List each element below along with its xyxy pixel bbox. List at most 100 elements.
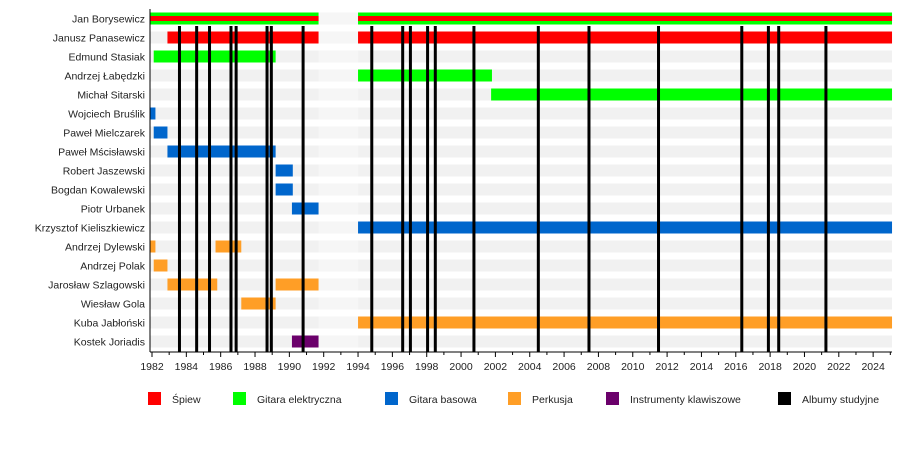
legend-label-perkusja: Perkusja bbox=[532, 394, 573, 406]
legend-label-spiew: Śpiew bbox=[172, 393, 201, 406]
member-label: Wojciech Bruślik bbox=[68, 108, 146, 120]
row-band bbox=[150, 183, 893, 196]
row-band bbox=[150, 278, 893, 291]
album-line bbox=[301, 26, 305, 352]
bar-instrumenty_klawiszowe bbox=[291, 335, 319, 348]
x-tick-label: 1984 bbox=[175, 361, 199, 373]
bar-gitara_basowa bbox=[150, 107, 156, 120]
album-line bbox=[269, 26, 273, 352]
x-tick-label: 1986 bbox=[209, 361, 233, 373]
member-bars bbox=[150, 12, 893, 348]
x-tick-label: 1996 bbox=[381, 361, 405, 373]
bar-perkusja bbox=[275, 278, 319, 291]
x-axis: 1982 1984 1986 1988 1990 1992 1994 1996 1998 2000… bbox=[140, 9, 893, 373]
legend-swatch-instrumenty_klawiszowe bbox=[606, 392, 619, 405]
member-labels: Jan Borysewicz Janusz Panasewicz Edmund St… bbox=[35, 13, 146, 348]
member-label: Janusz Panasewicz bbox=[53, 32, 145, 44]
row-band bbox=[150, 202, 893, 215]
album-line bbox=[426, 26, 430, 352]
row-band-gap bbox=[318, 145, 359, 158]
x-tick-label: 2022 bbox=[827, 361, 851, 373]
album-line bbox=[766, 26, 770, 352]
bar-gitara_basowa bbox=[167, 145, 276, 158]
album-line bbox=[536, 26, 540, 352]
row-bands bbox=[150, 12, 893, 348]
row-band-gap bbox=[318, 183, 359, 196]
album-line bbox=[824, 26, 828, 352]
row-band bbox=[150, 69, 893, 82]
row-band-gap bbox=[318, 202, 359, 215]
legend: Śpiew Gitara elektryczna Gitara basowa Perk… bbox=[148, 392, 879, 406]
legend-swatch-albumy_studyjne bbox=[778, 392, 791, 405]
member-label: Krzysztof Kieliszkiewicz bbox=[35, 222, 145, 234]
bar-gitara_elektryczna bbox=[153, 50, 276, 63]
album-lines bbox=[177, 26, 828, 352]
album-line bbox=[740, 26, 744, 352]
album-line bbox=[265, 26, 269, 352]
bar-perkusja bbox=[153, 259, 168, 272]
x-tick-label: 2024 bbox=[861, 361, 885, 373]
row-band bbox=[150, 107, 893, 120]
member-label: Paweł Mielczarek bbox=[63, 127, 145, 139]
bar-gitara_basowa bbox=[291, 202, 319, 215]
member-label: Bogdan Kowalewski bbox=[51, 184, 145, 196]
x-tick-label: 2016 bbox=[724, 361, 748, 373]
legend-swatch-perkusja bbox=[508, 392, 521, 405]
album-line bbox=[401, 26, 405, 352]
legend-swatch-gitara_basowa bbox=[385, 392, 398, 405]
x-tick-label: 1988 bbox=[243, 361, 267, 373]
album-line bbox=[657, 26, 661, 352]
x-tick-label: 2008 bbox=[587, 361, 611, 373]
row-band bbox=[150, 126, 893, 139]
x-tick-label: 2020 bbox=[793, 361, 817, 373]
bar-spiew bbox=[358, 31, 893, 44]
legend-swatch-gitara_elektryczna bbox=[233, 392, 246, 405]
row-band-gap bbox=[318, 69, 359, 82]
row-band-gap bbox=[318, 126, 359, 139]
x-tick-label: 1998 bbox=[415, 361, 439, 373]
row-band-gap bbox=[318, 259, 359, 272]
row-band-gap bbox=[318, 297, 359, 310]
album-line bbox=[208, 26, 212, 352]
row-band bbox=[150, 164, 893, 177]
bar-perkusja bbox=[358, 316, 893, 329]
bar-stripe-spiew bbox=[150, 16, 319, 21]
member-label: Paweł Mścisławski bbox=[58, 146, 145, 158]
album-line bbox=[370, 26, 374, 352]
member-label: Andrzej Polak bbox=[80, 260, 146, 272]
album-line bbox=[587, 26, 591, 352]
row-band-gap bbox=[318, 240, 359, 253]
album-line bbox=[177, 26, 181, 352]
row-band bbox=[150, 259, 893, 272]
bar-gitara_basowa bbox=[275, 183, 293, 196]
album-line bbox=[234, 26, 238, 352]
bar-gitara_elektryczna bbox=[358, 69, 492, 82]
member-label: Andrzej Łabędzki bbox=[64, 70, 145, 82]
album-line bbox=[777, 26, 781, 352]
x-tick-label: 2000 bbox=[449, 361, 473, 373]
row-band-gap bbox=[318, 50, 359, 63]
album-line bbox=[433, 26, 437, 352]
bar-stripe-spiew bbox=[358, 16, 893, 21]
x-tick-label: 1994 bbox=[346, 361, 370, 373]
member-label: Piotr Urbanek bbox=[81, 203, 146, 215]
x-tick-label: 1982 bbox=[140, 361, 164, 373]
member-label: Kostek Joriadis bbox=[74, 336, 145, 348]
bar-gitara_basowa bbox=[358, 221, 893, 234]
row-band bbox=[150, 335, 893, 348]
bar-perkusja bbox=[150, 240, 156, 253]
album-line bbox=[195, 26, 199, 352]
member-label: Jarosław Szlagowski bbox=[48, 279, 145, 291]
row-band-gap bbox=[318, 88, 359, 101]
row-band-gap bbox=[318, 278, 359, 291]
bar-gitara_elektryczna bbox=[491, 88, 893, 101]
x-tick-label: 1992 bbox=[312, 361, 336, 373]
row-band bbox=[150, 240, 893, 253]
row-band-gap bbox=[318, 12, 359, 25]
legend-label-gitara_elektryczna: Gitara elektryczna bbox=[257, 394, 342, 406]
member-label: Edmund Stasiak bbox=[69, 51, 146, 63]
row-band-gap bbox=[318, 107, 359, 120]
member-label: Kuba Jabłoński bbox=[74, 317, 145, 329]
x-tick-label: 2002 bbox=[484, 361, 508, 373]
